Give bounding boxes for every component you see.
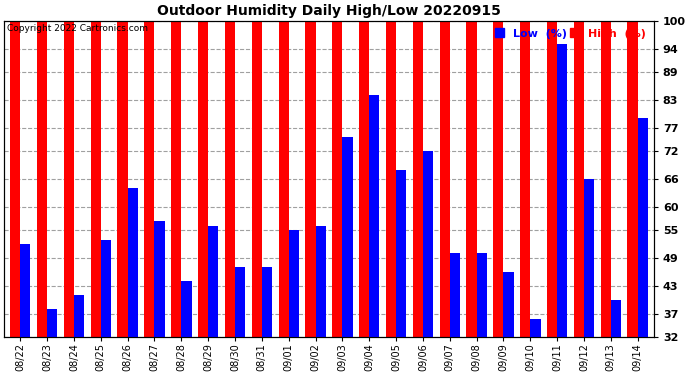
Bar [252,21,262,337]
Bar [627,21,638,337]
Bar [20,244,30,337]
Bar [477,254,487,337]
Bar [171,21,181,337]
Bar [225,21,235,337]
Bar [306,21,315,337]
Bar [450,254,460,337]
Bar [332,21,342,337]
Bar [101,240,111,337]
Bar [638,118,648,337]
Bar [342,137,353,337]
Bar [155,221,165,337]
Bar [386,21,396,337]
Bar [423,151,433,337]
Bar [10,21,20,337]
Bar [557,44,567,337]
Bar [208,225,219,337]
Legend: Low  (%), High  (%): Low (%), High (%) [493,26,648,41]
Bar [235,267,245,337]
Bar [359,21,369,337]
Bar [117,21,128,337]
Bar [520,21,531,337]
Bar [315,225,326,337]
Bar [396,170,406,337]
Bar [47,309,57,337]
Bar [493,21,504,337]
Bar [611,300,621,337]
Bar [547,21,557,337]
Bar [74,296,84,337]
Bar [504,272,513,337]
Bar [181,281,192,337]
Title: Outdoor Humidity Daily High/Low 20220915: Outdoor Humidity Daily High/Low 20220915 [157,4,501,18]
Bar [279,21,288,337]
Bar [584,179,594,337]
Bar [413,21,423,337]
Bar [63,21,74,337]
Bar [90,21,101,337]
Bar [440,21,450,337]
Bar [198,21,208,337]
Text: Copyright 2022 Cartronics.com: Copyright 2022 Cartronics.com [8,24,148,33]
Bar [262,267,272,337]
Bar [288,230,299,337]
Bar [369,95,380,337]
Bar [574,21,584,337]
Bar [144,21,155,337]
Bar [466,21,477,337]
Bar [128,188,138,337]
Bar [531,319,540,337]
Bar [37,21,47,337]
Bar [601,21,611,337]
